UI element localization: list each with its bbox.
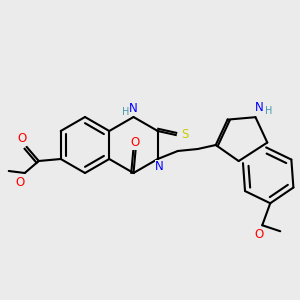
Text: H: H — [265, 106, 272, 116]
Text: S: S — [181, 128, 188, 142]
Text: O: O — [17, 133, 26, 146]
Text: N: N — [155, 160, 164, 173]
Text: N: N — [129, 101, 138, 115]
Text: O: O — [15, 176, 24, 188]
Text: O: O — [255, 228, 264, 241]
Text: H: H — [122, 107, 129, 117]
Text: N: N — [255, 101, 264, 114]
Text: O: O — [131, 136, 140, 149]
